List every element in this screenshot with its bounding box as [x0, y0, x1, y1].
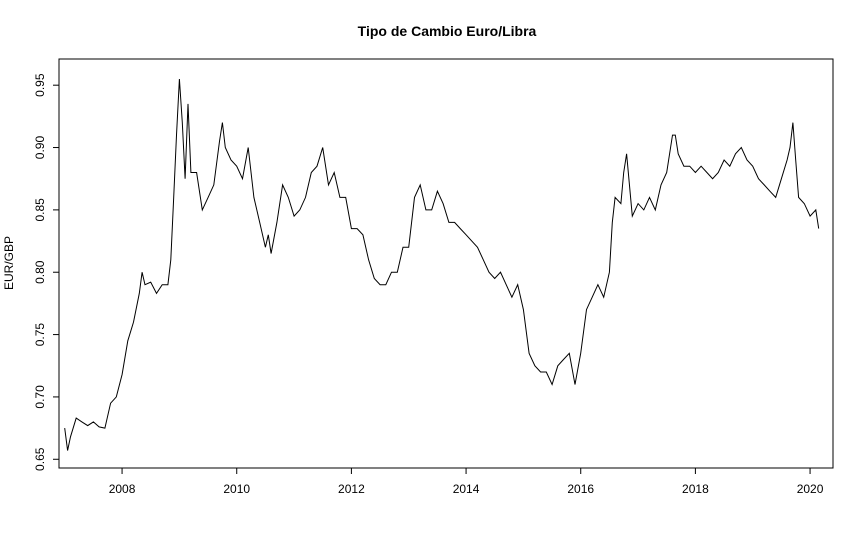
chart-title: Tipo de Cambio Euro/Libra [358, 23, 537, 39]
y-tick-label: 0.70 [33, 385, 47, 409]
x-tick-label: 2014 [453, 482, 480, 496]
y-tick-label: 0.90 [33, 136, 47, 160]
y-axis: 0.65 0.70 0.75 0.80 0.85 0.90 0.95 [33, 73, 60, 471]
y-tick-label: 0.80 [33, 260, 47, 284]
x-tick-label: 2010 [223, 482, 250, 496]
series-line [64, 78, 820, 451]
y-tick-label: 0.75 [33, 323, 47, 347]
x-tick-label: 2012 [338, 482, 365, 496]
y-axis-label: EUR/GBP [2, 236, 16, 290]
series-layer [64, 78, 820, 451]
y-tick-label: 0.65 [33, 447, 47, 471]
y-tick-label: 0.85 [33, 198, 47, 222]
x-tick-label: 2018 [682, 482, 709, 496]
x-tick-label: 2008 [109, 482, 136, 496]
x-tick-label: 2016 [567, 482, 594, 496]
x-tick-label: 2020 [797, 482, 824, 496]
plot-box [58, 58, 834, 469]
x-axis: 2008 2010 2012 2014 2016 2018 2020 [109, 467, 824, 496]
y-tick-label: 0.95 [33, 73, 47, 97]
